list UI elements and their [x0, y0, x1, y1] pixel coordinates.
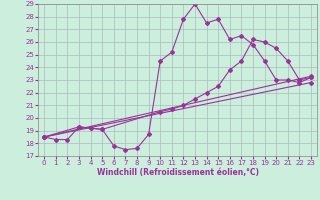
X-axis label: Windchill (Refroidissement éolien,°C): Windchill (Refroidissement éolien,°C)	[97, 168, 259, 177]
